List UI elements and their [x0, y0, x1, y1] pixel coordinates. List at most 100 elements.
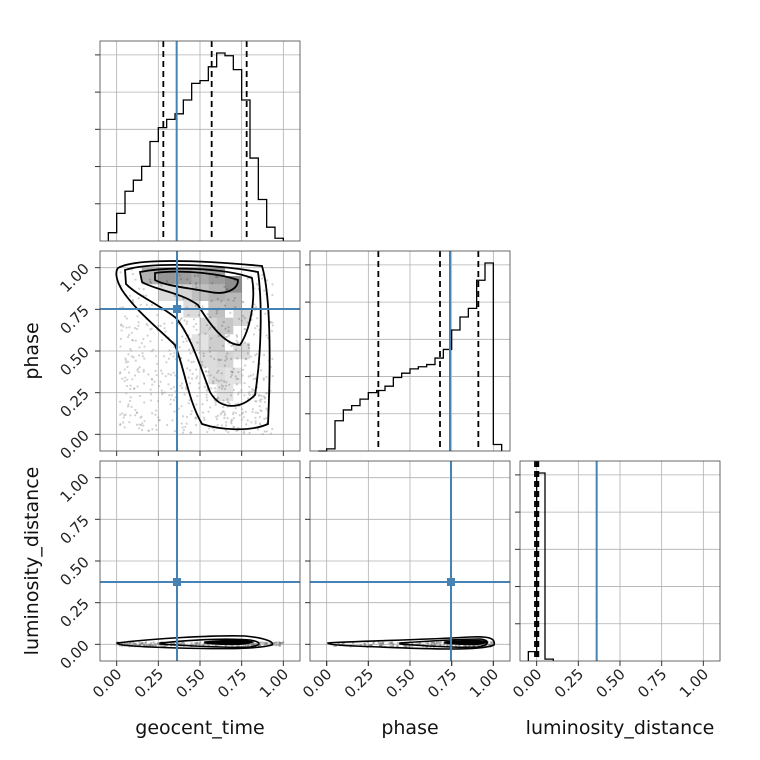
panel-hist-luminosity-distance — [515, 460, 721, 662]
sample-point — [203, 418, 206, 422]
x-tick-label: 0.25 — [131, 665, 167, 701]
sample-point — [254, 411, 258, 414]
sample-point — [131, 299, 135, 302]
sample-point — [235, 339, 238, 342]
sample-point — [263, 401, 266, 404]
x-tick-label: 1.00 — [466, 665, 502, 701]
sample-point — [150, 327, 153, 330]
contour-outer — [327, 635, 496, 650]
sample-point — [140, 342, 143, 345]
sample-point — [156, 313, 159, 317]
sample-point — [160, 284, 163, 287]
sample-point — [138, 394, 142, 398]
sample-point — [236, 393, 240, 396]
sample-point — [208, 346, 212, 349]
sample-point — [254, 354, 257, 357]
sample-point — [150, 350, 153, 353]
sample-point — [223, 416, 226, 420]
sample-point — [195, 322, 198, 326]
sample-point — [118, 423, 122, 427]
sample-point — [218, 359, 221, 362]
sample-point — [222, 410, 226, 413]
sample-point — [226, 417, 229, 420]
sample-point — [123, 426, 126, 429]
sample-point — [217, 358, 220, 361]
sample-point — [195, 281, 198, 284]
sample-point — [172, 355, 175, 358]
sample-point — [259, 369, 263, 372]
sample-point — [205, 399, 209, 402]
contour-middle — [124, 264, 262, 407]
sample-point — [265, 430, 268, 433]
sample-point — [263, 417, 266, 420]
sample-point — [236, 341, 239, 344]
sample-point — [119, 413, 122, 416]
sample-point — [173, 352, 176, 355]
sample-point — [134, 278, 137, 281]
y-tick-label: 0.50 — [56, 553, 92, 589]
sample-point — [205, 370, 208, 373]
density-cell — [225, 292, 242, 310]
sample-point — [271, 357, 274, 360]
sample-point — [170, 387, 173, 390]
sample-point — [221, 410, 225, 413]
sample-point — [157, 419, 160, 422]
xlabel-geocent-time: geocent_time — [135, 717, 264, 739]
sample-point — [249, 374, 252, 377]
sample-point — [237, 371, 240, 374]
sample-point — [134, 642, 137, 645]
sample-point — [207, 410, 210, 413]
sample-point — [256, 411, 259, 415]
sample-point — [169, 398, 172, 401]
sample-point — [224, 327, 227, 330]
sample-point — [210, 299, 213, 303]
sample-point — [258, 405, 261, 408]
sample-point — [173, 410, 176, 413]
sample-point — [220, 411, 223, 414]
sample-point — [169, 353, 172, 356]
sample-point — [271, 283, 274, 286]
sample-point — [189, 413, 193, 416]
sample-point — [253, 389, 256, 392]
x-tick-label: 0.75 — [214, 665, 250, 701]
sample-point — [419, 642, 422, 646]
sample-point — [230, 357, 233, 360]
sample-point — [197, 313, 201, 317]
sample-point — [161, 391, 164, 394]
sample-point — [247, 375, 250, 378]
sample-point — [212, 429, 216, 432]
sample-point — [271, 324, 274, 327]
sample-point — [223, 412, 227, 415]
sample-point — [213, 376, 216, 379]
sample-point — [256, 324, 259, 328]
sample-point — [195, 368, 198, 371]
sample-point — [187, 376, 190, 379]
sample-point — [149, 328, 152, 331]
sample-point — [220, 372, 223, 375]
sample-point — [140, 415, 143, 418]
sample-point — [387, 642, 391, 645]
sample-point — [202, 352, 205, 355]
sample-point — [129, 384, 132, 387]
sample-point — [263, 397, 266, 400]
sample-point — [211, 282, 214, 285]
sample-point — [200, 363, 204, 367]
quantile-lines-phase — [377, 251, 480, 451]
sample-point — [144, 641, 147, 644]
sample-point — [208, 350, 212, 353]
sample-point — [246, 352, 250, 355]
sample-point — [134, 359, 137, 362]
sample-point — [190, 410, 193, 413]
sample-point — [230, 419, 233, 422]
sample-point — [243, 327, 246, 331]
sample-point — [214, 401, 217, 404]
sample-point — [265, 375, 268, 379]
y-tick-label: 0.00 — [56, 426, 92, 462]
sample-point — [186, 367, 189, 370]
sample-point — [223, 387, 227, 391]
sample-point — [139, 643, 142, 646]
sample-point — [179, 384, 182, 387]
sample-point — [258, 415, 261, 419]
sample-point — [148, 278, 152, 281]
